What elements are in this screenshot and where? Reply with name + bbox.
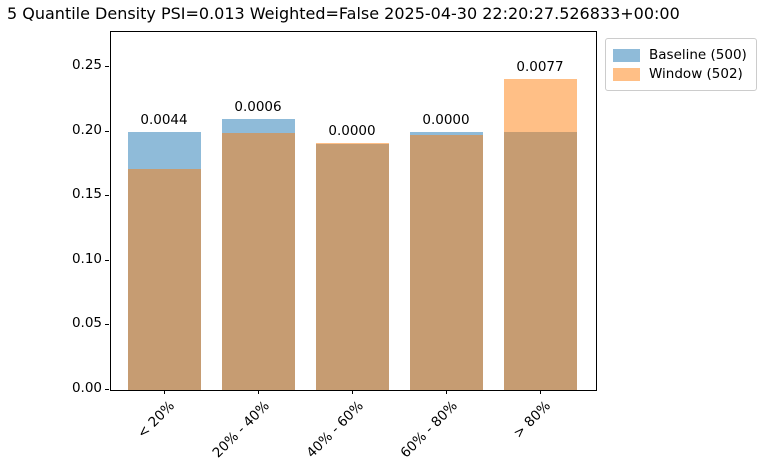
y-tick-mark (105, 130, 109, 132)
x-tick-mark (352, 390, 353, 394)
bar-overlap-segment (409, 135, 483, 390)
bar-value-label: 0.0006 (234, 98, 282, 115)
y-tick-mark (105, 195, 109, 197)
x-tick-label: 20% - 40% (209, 398, 273, 462)
legend-swatch-icon (613, 67, 640, 81)
bar-overlap-segment (127, 168, 201, 390)
plot-area: 0.0044 0.0006 0.0000 0.0000 0.0077 < 20% 20% … (110, 31, 597, 461)
x-tick-label: > 80% (510, 398, 555, 442)
x-tick-label: 40% - 60% (303, 398, 367, 462)
bar-overlap-segment (315, 144, 389, 390)
x-tick-mark (164, 390, 165, 394)
bar-baseline-segment (221, 118, 295, 133)
legend-label: Window (502) (649, 66, 743, 82)
y-tick-mark (105, 259, 109, 261)
y-tick-label: 0.15 (71, 186, 102, 203)
x-tick-mark (540, 390, 541, 394)
y-tick-mark (105, 389, 109, 390)
legend-item: Window (502) (613, 66, 747, 82)
y-tick-label: 0.05 (71, 315, 102, 332)
y-tick-label: 0.20 (71, 121, 102, 138)
bar-baseline-segment (409, 131, 483, 136)
legend-label: Baseline (500) (649, 47, 747, 63)
bar-value-label: 0.0000 (422, 111, 470, 128)
y-tick-label: 0.25 (71, 56, 102, 73)
bar-overlap-segment (221, 132, 295, 390)
bar-value-label: 0.0077 (516, 58, 564, 75)
x-tick-mark (258, 390, 259, 394)
bar-window-segment (315, 142, 389, 145)
bar-baseline-segment (127, 131, 201, 169)
chart-title: 5 Quantile Density PSI=0.013 Weighted=Fa… (7, 4, 680, 23)
x-tick-mark (446, 390, 447, 394)
y-tick-mark (105, 65, 109, 67)
y-tick-label: 0.00 (71, 380, 102, 396)
legend: Baseline (500) Window (502) (605, 38, 757, 91)
x-tick-label: 60% - 80% (397, 398, 461, 462)
bar-value-label: 0.0044 (140, 111, 188, 128)
y-tick-mark (105, 324, 109, 326)
x-tick-label: < 20% (134, 398, 179, 442)
bar-overlap-segment (503, 131, 577, 390)
bar-window-segment (503, 78, 577, 132)
y-tick-label: 0.10 (71, 250, 102, 267)
legend-item: Baseline (500) (613, 47, 747, 63)
legend-swatch-icon (613, 48, 640, 62)
bar-value-label: 0.0000 (328, 122, 376, 139)
